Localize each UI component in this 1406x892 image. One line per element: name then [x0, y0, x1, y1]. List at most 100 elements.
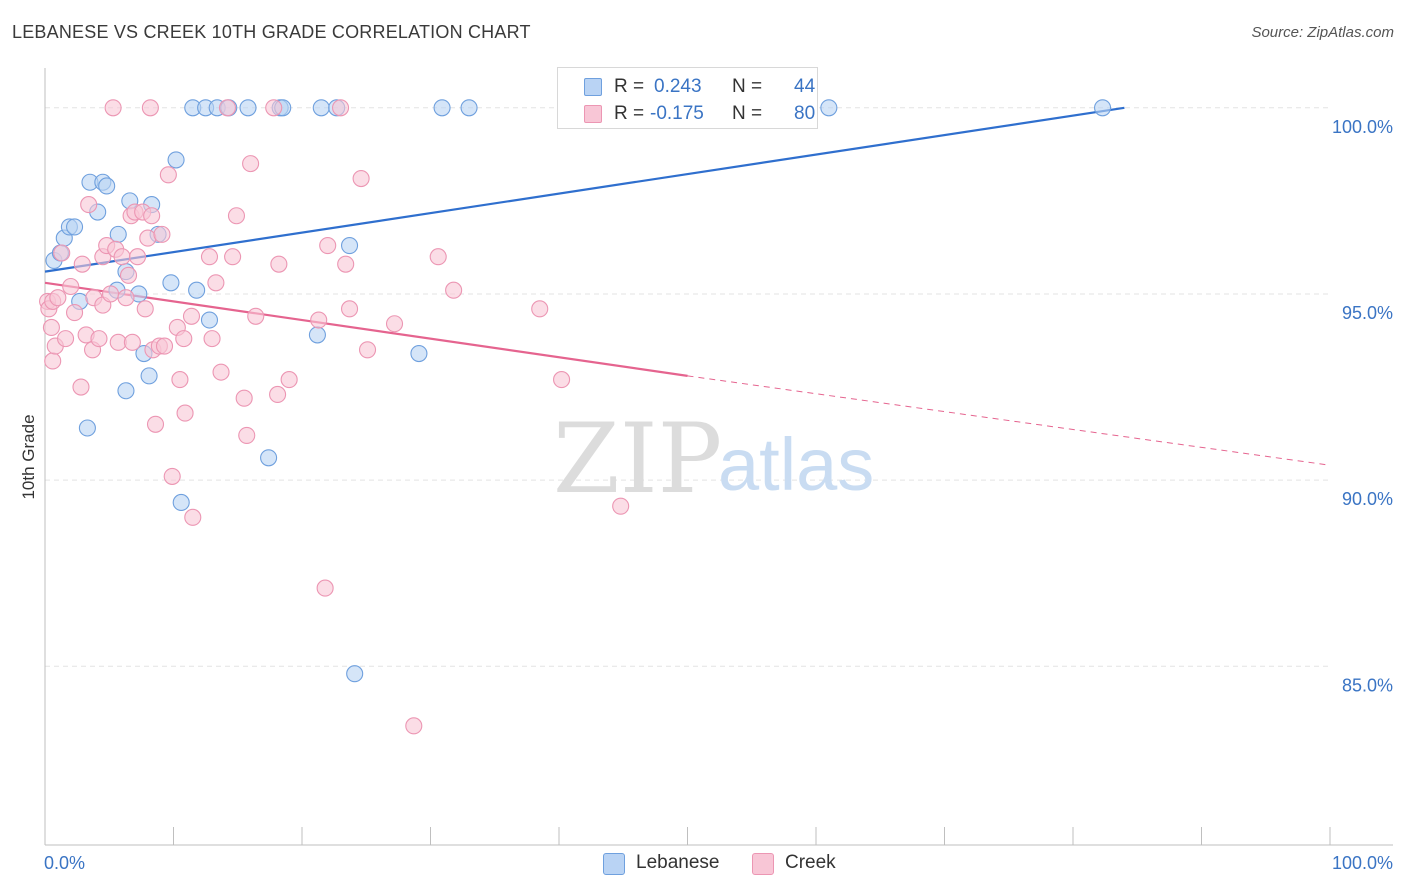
source-label: Source: ZipAtlas.com	[1251, 24, 1394, 41]
lebanese-point	[820, 99, 838, 117]
creek-point	[143, 207, 161, 225]
legend-n-label: N =	[732, 103, 763, 124]
lebanese-point	[346, 665, 364, 683]
lebanese-point	[172, 493, 190, 512]
y-tick-label: 100.0%	[1332, 117, 1393, 137]
creek-point	[352, 169, 370, 188]
creek-point	[340, 300, 359, 318]
bottom-legend-swatch-blue	[603, 853, 625, 875]
creek-point	[128, 248, 147, 266]
lebanese-point	[260, 449, 278, 467]
creek-point	[171, 371, 189, 389]
bottom-legend-swatch-pink	[752, 853, 774, 875]
creek-point	[141, 99, 159, 117]
lebanese-point	[117, 382, 135, 400]
creek-point	[184, 508, 202, 526]
y-tick-label: 85.0%	[1342, 675, 1393, 695]
creek-point	[280, 371, 298, 389]
lebanese-point	[188, 281, 206, 299]
creek-point	[90, 330, 108, 348]
creek-point	[101, 285, 120, 303]
lebanese-point	[167, 151, 185, 169]
creek-point	[80, 196, 98, 214]
creek-point	[136, 300, 154, 318]
legend-n-value: 80	[794, 103, 816, 124]
creek-point	[612, 497, 630, 515]
data-points	[39, 99, 1112, 735]
creek-point	[57, 330, 75, 348]
lebanese-point	[1094, 99, 1112, 117]
creek-point	[73, 255, 91, 273]
creek-point	[163, 467, 181, 485]
watermark-atlas: atlas	[718, 423, 874, 506]
lebanese-point	[433, 99, 451, 117]
creek-point	[146, 415, 165, 433]
creek-point	[104, 99, 122, 117]
creek-point	[331, 99, 350, 117]
creek-point	[176, 404, 194, 422]
creek-point	[212, 363, 230, 381]
creek-point	[159, 166, 177, 184]
creek-point	[44, 352, 62, 370]
creek-point	[319, 236, 337, 255]
legend-r-value: -0.175	[650, 103, 704, 124]
legend-r-label: R =	[614, 103, 645, 124]
creek-point	[123, 333, 141, 351]
y-tick-label: 95.0%	[1342, 303, 1393, 323]
creek-point	[139, 229, 157, 247]
lebanese-point	[312, 99, 330, 117]
creek-point	[117, 289, 135, 307]
lebanese-point	[239, 99, 257, 117]
creek-point	[49, 289, 67, 307]
creek-point	[316, 579, 334, 597]
creek-point	[531, 300, 549, 318]
lebanese-point	[200, 311, 219, 329]
lebanese-trend-line	[44, 106, 1125, 273]
creek-point	[207, 274, 225, 292]
creek-point	[235, 389, 253, 407]
bottom-legend-label: Lebanese	[636, 852, 720, 873]
legend-r-value: 0.243	[654, 76, 702, 97]
creek-point	[310, 311, 328, 329]
creek-trend-line	[44, 281, 688, 377]
creek-point	[203, 330, 221, 348]
creek-point	[155, 337, 174, 355]
x-tick-label: 100.0%	[1332, 853, 1393, 873]
chart-title: LEBANESE VS CREEK 10TH GRADE CORRELATION…	[12, 22, 531, 42]
creek-point	[265, 99, 283, 117]
lebanese-point	[162, 274, 180, 292]
y-axis-label: 10th Grade	[19, 414, 38, 499]
lebanese-point	[340, 236, 359, 255]
axes	[44, 68, 1393, 846]
creek-point	[270, 255, 288, 273]
lebanese-point	[460, 99, 478, 117]
lebanese-point	[66, 218, 84, 236]
creek-point	[113, 248, 131, 266]
creek-point	[242, 155, 260, 173]
creek-point	[224, 248, 242, 266]
creek-point	[553, 371, 571, 389]
legend-n-value: 44	[794, 76, 816, 97]
lebanese-point	[78, 419, 96, 437]
creek-point	[358, 341, 377, 359]
y-tick-label: 90.0%	[1342, 489, 1393, 509]
legend-r-label: R =	[614, 76, 645, 97]
creek-point	[445, 281, 463, 299]
creek-trend-extension	[687, 375, 1331, 466]
lebanese-point	[98, 177, 116, 195]
creek-point	[247, 307, 265, 325]
creek-point	[218, 99, 237, 117]
watermark: ZIP atlas	[553, 403, 874, 515]
x-tick-label: 0.0%	[44, 853, 85, 873]
creek-point	[119, 266, 138, 284]
correlation-legend: R = 0.243 N = 44 R = -0.175 N = 80	[557, 67, 818, 129]
creek-point	[182, 307, 201, 325]
creek-point	[405, 717, 423, 735]
creek-point	[238, 426, 256, 444]
creek-point	[42, 318, 60, 337]
creek-point	[153, 225, 171, 243]
legend-swatch-pink	[584, 105, 602, 123]
legend-n-label: N =	[732, 76, 763, 97]
creek-point	[62, 277, 80, 296]
creek-point	[200, 248, 219, 266]
